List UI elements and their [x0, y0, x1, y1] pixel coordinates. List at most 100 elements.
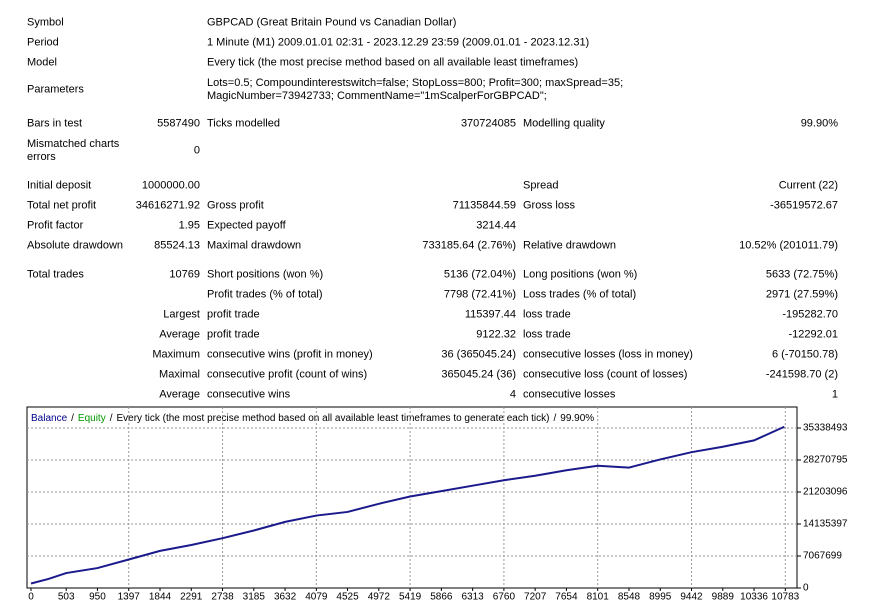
stat-value: Maximum	[152, 348, 200, 361]
stat-value: 1.95	[178, 219, 200, 232]
stat-label: consecutive loss (count of losses)	[523, 368, 688, 381]
stat-label: Gross profit	[207, 199, 264, 212]
stat-value: 115397.44	[464, 308, 516, 321]
x-tick-label: 8101	[587, 592, 610, 603]
stat-label: Long positions (won %)	[523, 268, 638, 281]
info-value: 1 Minute (M1) 2009.01.01 02:31 - 2023.12…	[207, 36, 590, 49]
x-tick-label: 10783	[771, 592, 799, 603]
y-tick-label: 21203096	[803, 487, 848, 498]
x-tick-label: 8548	[618, 592, 641, 603]
x-tick-label: 4079	[305, 592, 328, 603]
stat-label: Total trades	[27, 268, 84, 281]
stat-label: Absolute drawdown	[27, 239, 124, 252]
stat-value: 99.90%	[800, 117, 838, 130]
stat-value: 365045.24 (36)	[441, 368, 516, 381]
plot-frame	[26, 406, 798, 589]
stat-value: 34616271.92	[135, 199, 200, 212]
x-tick-label: 6760	[493, 592, 516, 603]
x-tick-label: 503	[58, 592, 75, 603]
stat-label: Expected payoff	[207, 219, 286, 232]
stat-value: 5587490	[157, 117, 200, 130]
stat-value: 9122.32	[476, 328, 516, 341]
stat-label: Loss trades (% of total)	[523, 288, 637, 301]
stat-label: Maximal drawdown	[207, 239, 302, 252]
legend-separator: /	[110, 413, 113, 424]
info-value: GBPCAD (Great Britain Pound vs Canadian …	[207, 16, 457, 29]
stat-label: consecutive losses (loss in money)	[523, 348, 693, 361]
stat-value: 10769	[169, 268, 200, 281]
x-tick-label: 950	[89, 592, 106, 603]
y-tick-label: 0	[803, 583, 809, 594]
x-tick-label: 9442	[680, 592, 703, 603]
stat-value: 6 (-70150.78)	[771, 348, 838, 361]
info-value: Lots=0.5; Compoundinterestswitch=false; …	[207, 77, 624, 102]
balance-line	[30, 425, 785, 585]
stat-value: Largest	[163, 308, 200, 321]
info-label: Symbol	[27, 16, 64, 29]
x-tick-label: 10336	[740, 592, 768, 603]
stat-value: -241598.70 (2)	[765, 368, 838, 381]
x-tick-label: 6313	[461, 592, 484, 603]
stat-label: Short positions (won %)	[207, 268, 324, 281]
stat-label: Gross loss	[523, 199, 575, 212]
info-label: Period	[27, 36, 59, 49]
stat-value: 0	[193, 144, 200, 157]
stat-label: Ticks modelled	[207, 117, 280, 130]
stat-value: Current (22)	[778, 179, 838, 192]
stat-label: loss trade	[523, 308, 571, 321]
stat-label: Mismatched charts errors	[27, 138, 120, 163]
stat-label: consecutive wins	[207, 388, 291, 401]
stat-value: 2971 (27.59%)	[765, 288, 838, 301]
x-tick-label: 1397	[118, 592, 141, 603]
y-tick-label: 35338493	[803, 423, 848, 434]
stat-value: Average	[159, 388, 200, 401]
stat-value: 370724085	[460, 117, 516, 130]
stat-value: 4	[509, 388, 516, 401]
x-tick-label: 7654	[555, 592, 578, 603]
x-tick-label: 5866	[430, 592, 453, 603]
stat-label: Profit trades (% of total)	[207, 288, 323, 301]
y-tick-label: 7067699	[803, 551, 842, 562]
stat-value: -195282.70	[782, 308, 838, 321]
stat-label: Initial deposit	[27, 179, 92, 192]
legend-separator: /	[553, 413, 556, 424]
x-tick-label: 3632	[274, 592, 297, 603]
stat-label: consecutive wins (profit in money)	[207, 348, 373, 361]
stat-value: 3214.44	[476, 219, 516, 232]
stat-value: -12292.01	[788, 328, 838, 341]
stat-label: Relative drawdown	[523, 239, 616, 252]
stat-label: Spread	[523, 179, 559, 192]
stat-value: 5633 (72.75%)	[765, 268, 838, 281]
x-tick-label: 2738	[211, 592, 234, 603]
x-tick-label: 5419	[399, 592, 422, 603]
stat-label: loss trade	[523, 328, 571, 341]
x-tick-label: 7207	[524, 592, 547, 603]
legend: Balance / Equity / Every tick (the most prec…	[31, 413, 594, 424]
stat-label: profit trade	[207, 328, 260, 341]
stat-value: 5136 (72.04%)	[443, 268, 516, 281]
legend-item: 99.90%	[560, 413, 594, 424]
info-value: Every tick (the most precise method base…	[207, 56, 579, 69]
stat-value: 10.52% (201011.79)	[739, 239, 838, 252]
stat-value: -36519572.67	[770, 199, 838, 212]
stat-value: 85524.13	[154, 239, 200, 252]
stat-label: Profit factor	[27, 219, 84, 232]
stat-label: Modelling quality	[523, 117, 605, 130]
x-tick-label: 4525	[336, 592, 359, 603]
stat-label: consecutive profit (count of wins)	[207, 368, 368, 381]
x-tick-label: 2291	[180, 592, 203, 603]
legend-item: Balance	[31, 413, 68, 424]
stat-value: 71135844.59	[452, 199, 516, 212]
legend-item: Equity	[78, 413, 106, 424]
x-tick-label: 9889	[712, 592, 735, 603]
stat-value: 1	[831, 388, 838, 401]
x-tick-label: 1844	[149, 592, 172, 603]
stat-value: 733185.64 (2.76%)	[422, 239, 516, 252]
stat-label: profit trade	[207, 308, 260, 321]
y-tick-label: 14135397	[803, 519, 848, 530]
stat-value: Average	[159, 328, 200, 341]
info-label: Parameters	[27, 83, 84, 96]
info-label: Model	[27, 56, 57, 69]
